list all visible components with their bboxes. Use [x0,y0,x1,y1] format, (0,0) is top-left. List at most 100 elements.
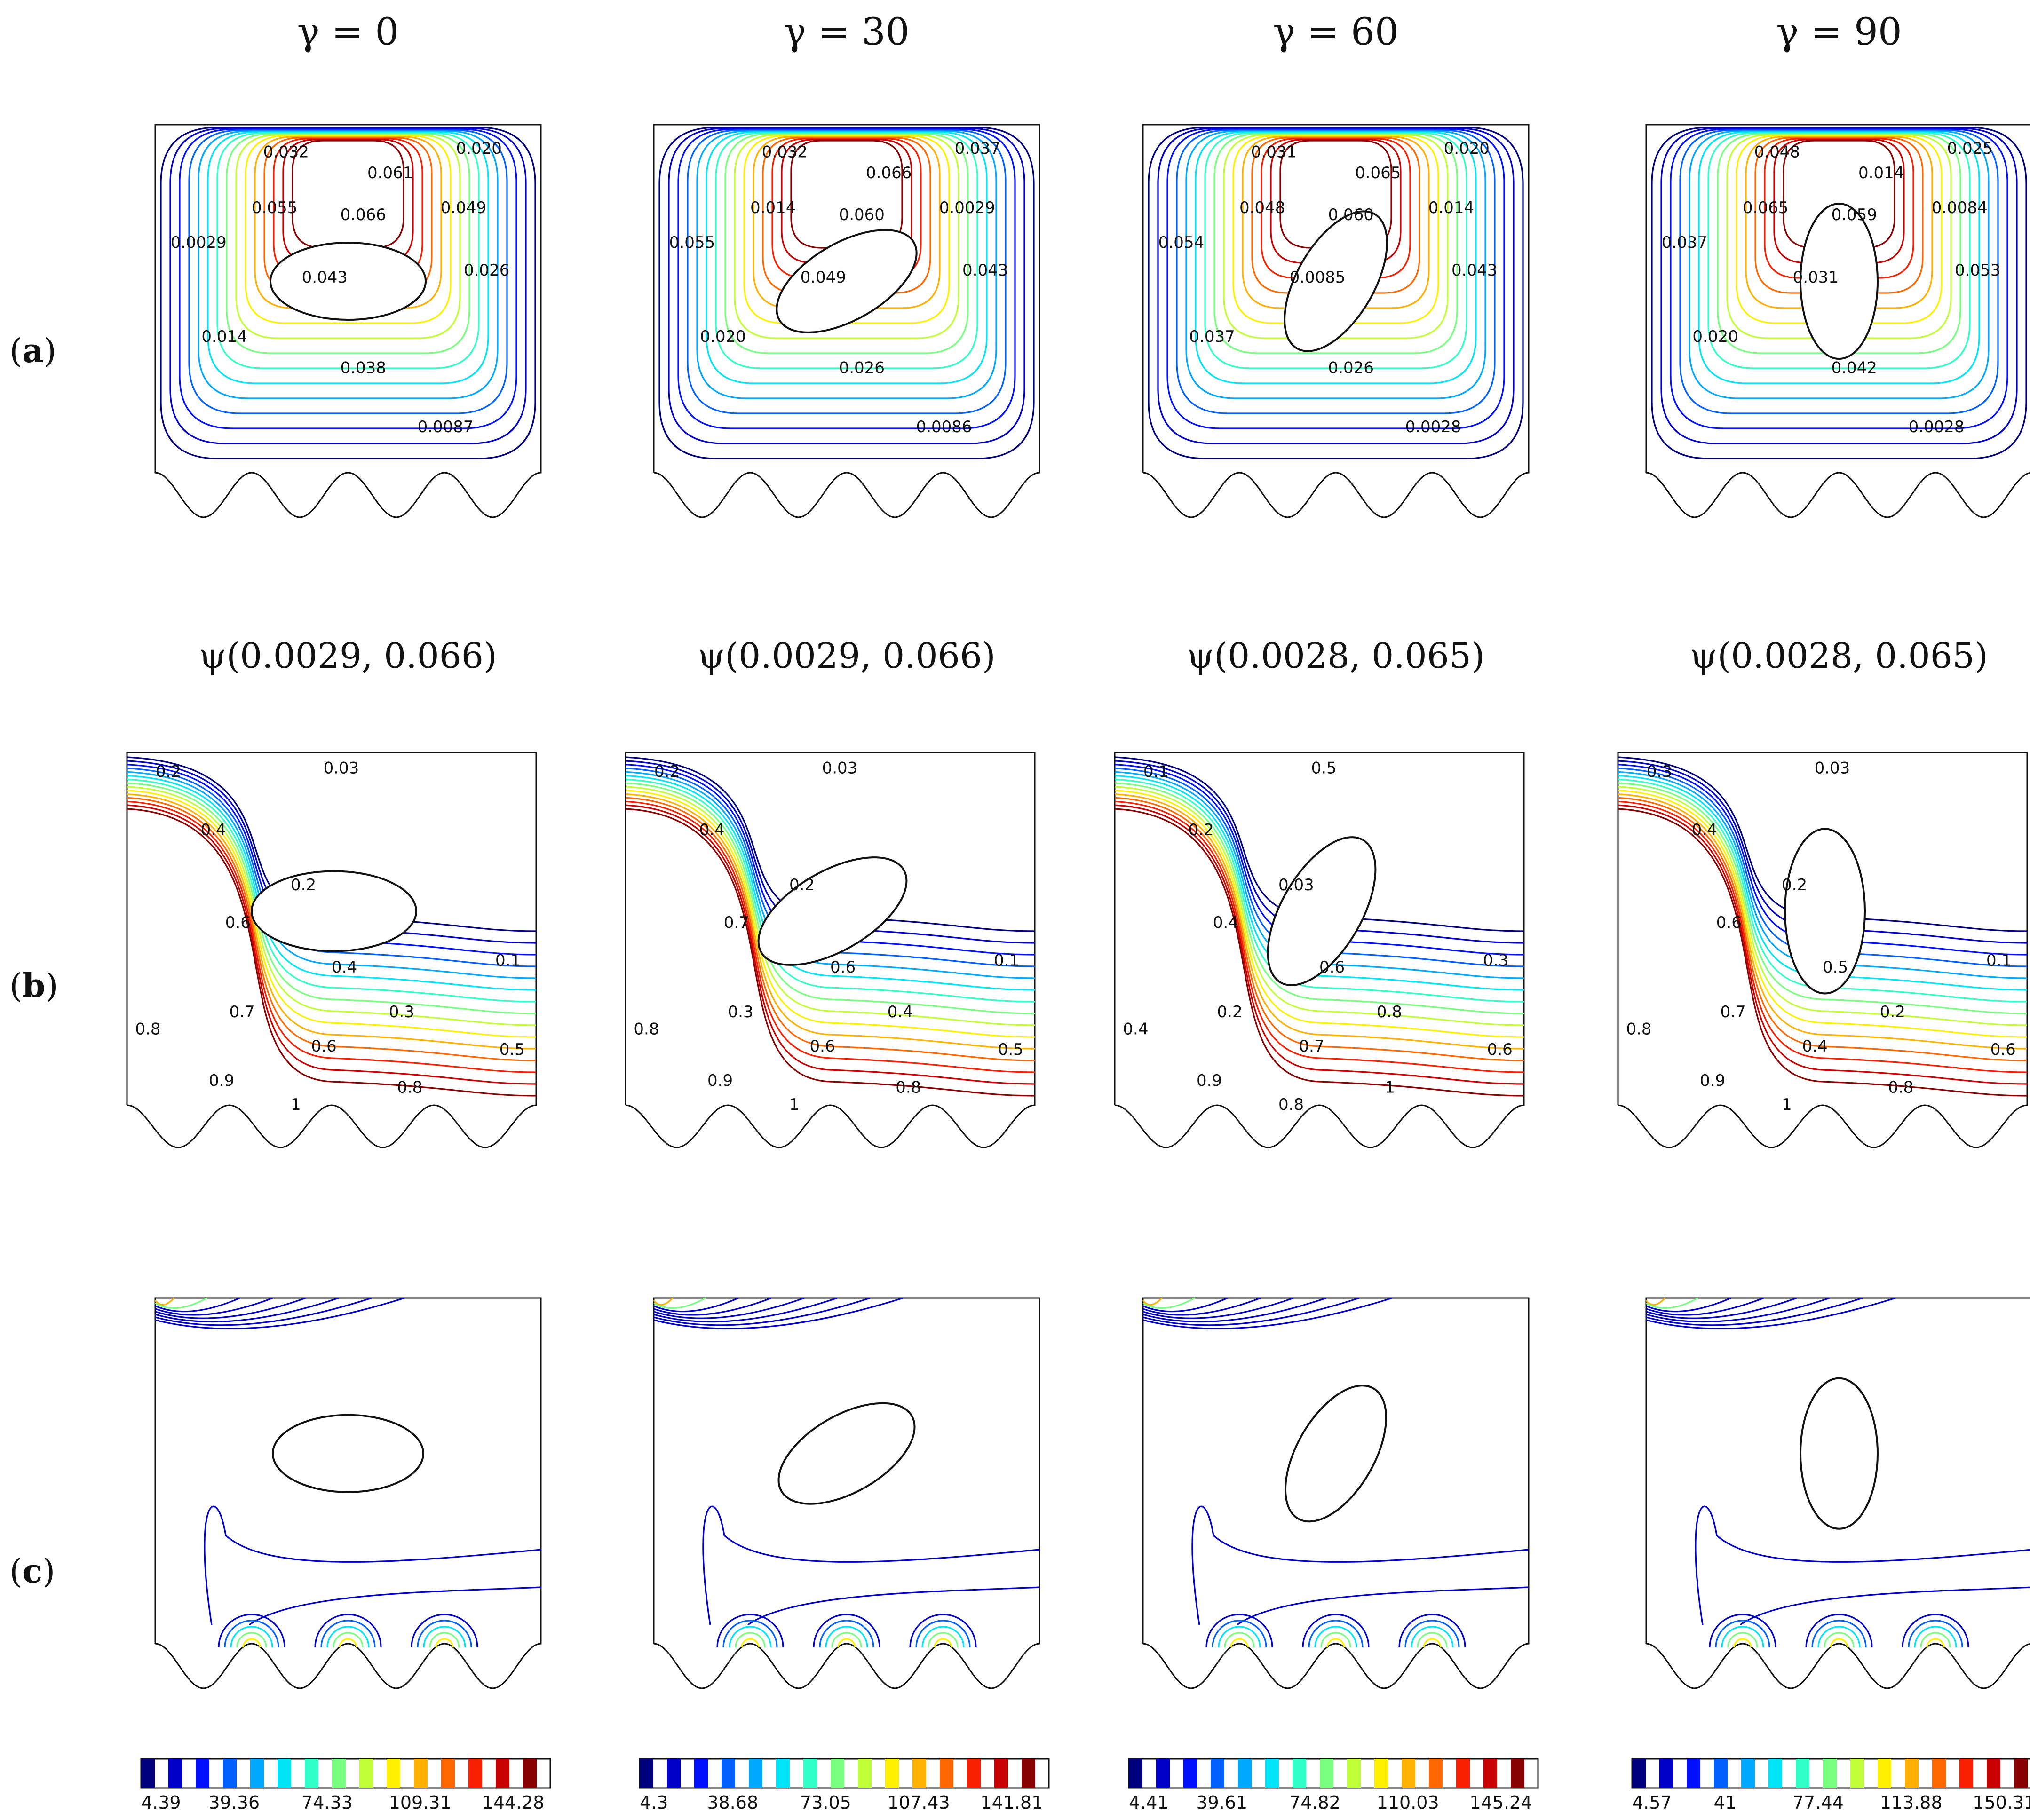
streamline-label: 0.037 [955,139,1000,158]
isotherm-label: 0.9 [707,1071,733,1090]
row-labels: (a) (b) (c) [9,331,58,1591]
streamline-label: 0.042 [1832,358,1877,377]
colorbar-swatch [250,1759,264,1788]
field-contour [653,1297,706,1309]
streamline-label: 0.053 [1955,261,2000,280]
field-contour [435,1638,454,1648]
field-contour [819,1620,874,1648]
isotherm-contour [625,797,1035,1061]
streamline-contour [743,135,950,324]
isotherm-contour [127,778,537,1003]
colorbar-tick-label: 109.31 [389,1792,452,1813]
isotherm-label: 0.7 [230,1003,255,1021]
isotherm-contour [1114,756,1524,932]
streamline-contour [1717,133,1961,354]
streamline-label: 0.0084 [1932,198,1988,217]
colorbar-tick-label: 141.81 [980,1792,1043,1813]
field-contour [1205,1614,1273,1648]
streamline-contour [1157,127,1515,444]
streamline-panel: 0.048 0.025 0.014 0.065 0.059 0.0084 0.037 0.03… [1645,124,2030,518]
streamline-contour [1670,128,2008,429]
field-contour [1646,1297,1830,1323]
isotherm-label: 0.4 [699,821,725,839]
colorbar-swatch [722,1759,735,1788]
isotherm-label: 0.3 [1647,762,1672,781]
isotherm-label: 0.8 [1888,1078,1913,1097]
colorbar-swatch [1511,1759,1524,1788]
colorbar-swatch [141,1759,155,1788]
streamline-contour [715,132,978,369]
colorbar-swatch [441,1759,455,1788]
isotherm-label: 0.4 [201,821,226,839]
isotherm-contour [1618,756,2028,932]
streamline-contour [1223,134,1449,339]
streamline-label: 0.055 [252,198,297,217]
field-contour [1142,1297,1195,1309]
isotherm-label: 0.3 [1483,951,1508,970]
colorbar-swatch [885,1759,899,1788]
streamline-contour [706,131,988,384]
field-contour [1326,1638,1345,1648]
cavity-outline [625,752,1036,1148]
cavity-outline [653,1297,1040,1689]
isotherm-contour [127,804,537,1085]
elliptic-obstacle [1784,828,1866,995]
streamline-label: 0.0087 [418,418,474,436]
isotherm-contour [1618,771,2028,979]
colorbar-swatch [1129,1759,1142,1788]
colorbar-swatch [2014,1759,2028,1788]
isotherm-contour [1618,808,2028,1097]
streamline-label: 0.020 [700,327,745,346]
streamline-contour [1698,131,1980,384]
colorbar-swatch [1293,1759,1306,1788]
streamline-label: 0.026 [1328,358,1374,377]
isotherm-contour [625,804,1035,1085]
isotherm-label: 0.7 [724,913,749,932]
colorbar-swatch [1211,1759,1224,1788]
field-contour [825,1626,868,1648]
colorbar-tick-label: 39.61 [1196,1792,1247,1813]
isotherm-label: 0.6 [311,1037,337,1056]
psi-summary: ψ(0.0028, 0.065) [1187,636,1485,676]
streamline-label: 0.031 [1793,268,1839,287]
colorbar-swatch [994,1759,1008,1788]
colorbar-swatch [1687,1759,1700,1788]
field-contour [653,1297,772,1316]
streamline-label: 0.0028 [1909,418,1965,436]
streamline-contour [668,127,1025,444]
field-contour [1715,1620,1770,1648]
field-contour [1142,1297,1294,1319]
field-contour [339,1638,357,1648]
field-contour [155,1297,240,1313]
isotherm-label: 0.6 [1487,1040,1513,1059]
isotherm-label: 0.1 [1143,762,1169,781]
isotherm-contour [127,775,537,991]
colorbar-swatch [1402,1759,1415,1788]
streamline-label: 0.031 [1251,143,1297,162]
isotherm-label: 0.8 [1626,1020,1651,1038]
field-contour [1646,1297,1764,1316]
isotherm-contour [625,786,1035,1026]
field-contour [653,1297,805,1319]
colorbar-tick-label: 74.82 [1289,1792,1340,1813]
streamline-contour [1660,127,2018,444]
isotherm-contour [1618,778,2028,1003]
psi-summary: ψ(0.0029, 0.066) [698,636,996,676]
elliptic-obstacle [1800,203,1879,360]
colorbar-swatch [1238,1759,1252,1788]
psi-summary: ψ(0.0029, 0.066) [199,636,497,676]
elliptic-obstacle [270,242,427,321]
isotherm-label: 0.5 [998,1040,1023,1059]
streamline-contour [216,132,480,369]
isotherm-contour [127,800,537,1073]
field-contour [1805,1614,1873,1648]
colorbar-swatch [1878,1759,1891,1788]
isotherm-contour [625,778,1035,1003]
field-contour [249,1586,541,1626]
colorbar-swatch [1265,1759,1279,1788]
streamline-contour [1232,135,1439,324]
isotherm-label: 0.03 [1278,876,1314,894]
colorbar-swatch [223,1759,237,1788]
